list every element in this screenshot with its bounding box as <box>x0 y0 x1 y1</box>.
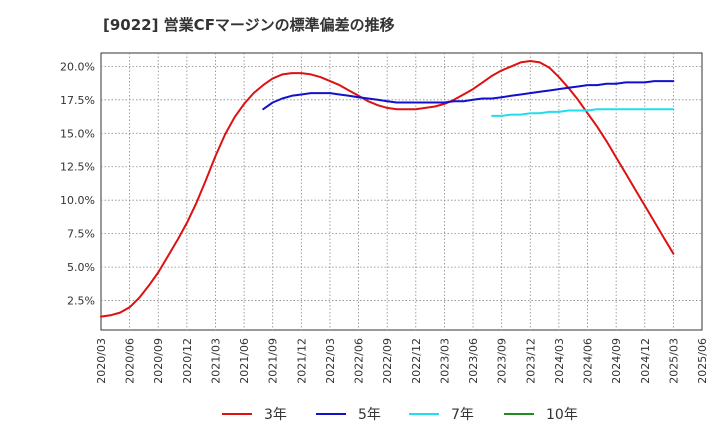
y-tick-label: 7.5% <box>67 228 95 241</box>
series-line-2 <box>262 80 675 111</box>
y-tick-label: 10.0% <box>60 194 95 207</box>
x-tick-label: 2022/03 <box>324 338 337 384</box>
chart-title: [9022] 営業CFマージンの標準偏差の推移 <box>103 16 395 34</box>
x-tick-label: 2020/12 <box>181 338 194 384</box>
legend-label-1: 3年 <box>264 407 287 423</box>
y-tick-label: 15.0% <box>60 127 95 140</box>
y-tick-label: 17.5% <box>60 94 95 107</box>
x-tick-label: 2023/06 <box>467 338 480 384</box>
plot-frame <box>100 52 703 331</box>
x-tick-label: 2020/03 <box>95 338 108 384</box>
x-tick-label: 2020/09 <box>152 338 165 384</box>
legend-label-4: 10年 <box>546 407 578 423</box>
x-tick-label: 2023/09 <box>496 338 509 384</box>
series-line-1 <box>100 60 675 318</box>
y-tick-label: 20.0% <box>60 60 95 73</box>
x-tick-label: 2022/09 <box>381 338 394 384</box>
legend-label-2: 5年 <box>358 407 381 423</box>
x-tick-label: 2021/03 <box>209 338 222 384</box>
x-tick-label: 2023/03 <box>438 338 451 384</box>
legend: 3年 5年 7年 10年 <box>222 407 578 423</box>
x-tick-label: 2024/06 <box>582 338 595 384</box>
axis-layer: 2020/03 2020/06 2020/09 2020/12 2021/03 2021/… <box>60 60 709 383</box>
x-tick-label: 2025/03 <box>667 338 680 384</box>
x-tick-label: 2021/12 <box>295 338 308 384</box>
y-tick-label: 5.0% <box>67 261 95 274</box>
x-tick-label: 2021/09 <box>267 338 280 384</box>
series-layer <box>100 60 675 318</box>
x-tick-label: 2025/06 <box>696 338 709 384</box>
x-tick-label: 2023/12 <box>524 338 537 384</box>
grid-layer <box>100 52 703 331</box>
legend-label-3: 7年 <box>451 407 474 423</box>
y-tick-label: 2.5% <box>67 295 95 308</box>
x-tick-label: 2024/03 <box>553 338 566 384</box>
x-tick-label: 2022/12 <box>410 338 423 384</box>
x-tick-label: 2024/12 <box>639 338 652 384</box>
x-tick-label: 2024/09 <box>610 338 623 384</box>
x-tick-label: 2020/06 <box>124 338 137 384</box>
x-tick-label: 2022/06 <box>353 338 366 384</box>
series-line-3 <box>491 108 675 117</box>
y-tick-label: 12.5% <box>60 161 95 174</box>
x-tick-label: 2021/06 <box>238 338 251 384</box>
